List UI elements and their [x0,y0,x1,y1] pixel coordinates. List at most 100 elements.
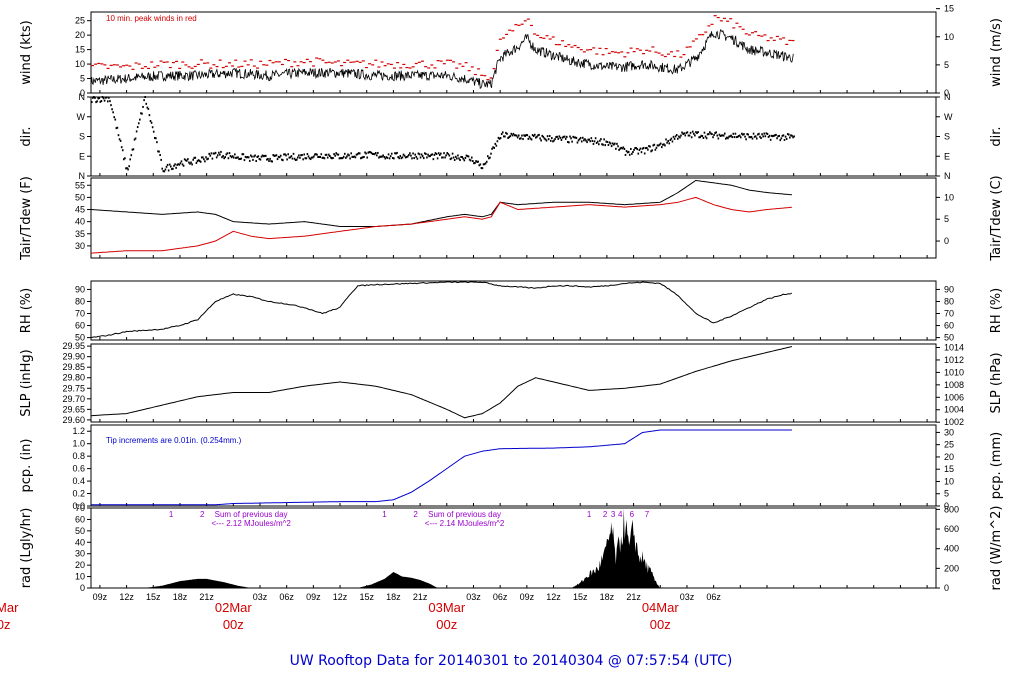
wind-direction-point [111,108,113,111]
wind-direction-point [656,144,659,147]
wind-direction-point [364,151,366,154]
wind-direction-point [622,146,625,149]
left-tick-label: 29.75 [62,383,85,393]
x-tick-label: 06z [706,592,721,602]
wind-direction-point [569,135,571,138]
wind-direction-point [704,135,707,138]
wind-direction-point [322,156,325,159]
panel-frame-dir [90,96,937,177]
wind-direction-point [694,134,696,137]
wind-direction-point [137,122,140,125]
wind-direction-point [675,133,678,136]
wind-direction-point [781,134,784,137]
wind-direction-point [496,140,499,143]
wind-direction-point [295,158,298,161]
wind-direction-point [142,105,144,108]
wind-direction-point [672,135,675,138]
series-line-rh-0 [90,281,793,339]
wind-direction-point [212,152,215,155]
wind-direction-point [467,155,470,158]
wind-direction-point [585,139,587,142]
right-tick-label: 1012 [944,355,964,365]
wind-direction-point [329,155,331,158]
ylabel-right-rh: RH (%) [989,288,1004,333]
wind-direction-point [541,134,544,137]
wind-direction-point [593,140,596,143]
wind-direction-point [745,138,747,141]
ylabel-right-pcp: pcp. (mm) [989,432,1004,499]
wind-direction-point [306,153,309,156]
wind-direction-point [424,152,426,155]
radiation-annotation: Sum of previous day [428,510,501,519]
wind-direction-point [341,157,344,160]
wind-direction-point [647,148,649,151]
wind-direction-point [586,141,588,144]
left-tick-label: 45 [75,205,85,215]
wind-direction-point [549,139,552,142]
right-tick-label: 5 [944,489,949,499]
wind-direction-point [545,139,548,142]
left-tick-label: 10 [75,572,85,582]
radiation-marker: 2 [413,510,418,519]
wind-direction-point [592,142,595,145]
left-tick-label: 29.65 [62,404,85,414]
wind-direction-point [777,135,779,138]
wind-direction-point [102,97,105,100]
wind-direction-point [614,142,616,145]
series-line-wind-0 [90,28,794,89]
wind-direction-point [103,99,106,102]
wind-direction-point [464,156,467,159]
wind-direction-point [576,141,579,144]
wind-direction-point [741,132,743,135]
wind-direction-point [159,154,161,157]
left-tick-label: 29.95 [62,341,85,351]
wind-direction-point [403,154,406,157]
wind-direction-point [698,136,700,139]
wind-direction-point [335,152,338,155]
wind-direction-point [577,139,580,142]
series-line-temp-1 [90,196,792,254]
wind-direction-point [270,160,272,163]
left-tick-label: N [79,171,86,181]
wind-direction-point [565,135,568,138]
wind-direction-point [308,157,311,160]
wind-direction-point [684,134,687,137]
wind-direction-point [688,134,691,137]
wind-direction-point [754,135,757,138]
wind-direction-point [481,167,484,170]
wind-direction-point [336,153,339,156]
wind-direction-point [378,156,380,159]
wind-direction-point [607,143,610,146]
wind-direction-point [388,157,391,160]
wind-direction-point [792,136,794,139]
left-tick-label: 70 [75,503,85,513]
wind-direction-point [701,135,704,138]
annotation-pcp: Tip increments are 0.01in. (0.254mm.) [106,436,242,445]
wind-direction-point [748,136,751,139]
wind-direction-point [203,158,205,161]
wind-direction-point [267,158,269,161]
wind-direction-point [268,159,270,162]
wind-direction-point [301,154,303,157]
wind-direction-point [323,157,326,160]
wind-direction-point [655,146,658,149]
wind-direction-point [353,155,356,158]
wind-direction-point [744,135,746,138]
wind-direction-point [278,156,281,159]
wind-direction-point [442,156,444,159]
data-layer [90,15,795,588]
wind-direction-point [210,152,213,155]
wind-direction-point [279,154,282,157]
wind-direction-point [485,160,488,163]
wind-direction-point [542,135,545,138]
wind-direction-point [561,136,564,139]
wind-direction-point [430,153,433,156]
wind-direction-point [602,143,604,146]
ylabel-left-wind: wind (kts) [19,20,34,84]
wind-direction-point [546,135,549,138]
wind-direction-point [94,96,96,99]
ylabel-left-pcp: pcp. (in) [19,439,34,493]
wind-direction-point [183,158,186,161]
wind-direction-point [595,141,598,144]
wind-direction-point [390,152,393,155]
